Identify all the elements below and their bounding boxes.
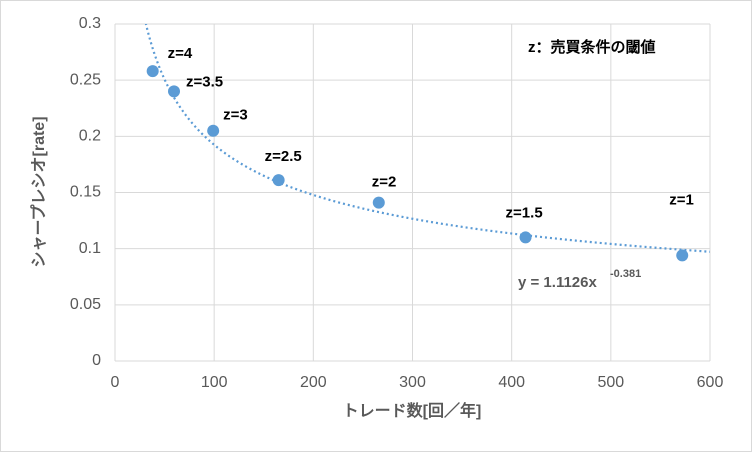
point (272, 174, 285, 187)
y-axis-label: シャープレシオ[rate] (29, 116, 48, 267)
point (519, 231, 532, 244)
trendline (144, 24, 710, 253)
point (207, 124, 220, 137)
point-label: z=4 (168, 45, 193, 62)
x-axis-label: トレード数[回／年] (343, 401, 482, 420)
point (168, 85, 181, 98)
y-tick-label: 0.25 (70, 71, 101, 88)
annotation: z：売買条件の閾値 (528, 38, 656, 56)
point-label: z=2 (372, 174, 397, 191)
y-tick-label: 0.1 (79, 240, 101, 257)
y-tick-label: 0.2 (79, 128, 101, 145)
x-tick-label: 600 (697, 374, 724, 391)
y-tick-label: 0.05 (70, 296, 101, 313)
point-label: z=3.5 (186, 73, 223, 90)
point-label: z=3 (223, 107, 248, 124)
trendline-equation: y = 1.1126x (518, 274, 597, 291)
x-tick-label: 0 (111, 374, 120, 391)
x-tick-label: 200 (300, 374, 327, 391)
point-label: z=1.5 (506, 204, 543, 221)
point (676, 249, 689, 262)
x-tick-label: 100 (201, 374, 228, 391)
x-tick-label: 400 (498, 374, 525, 391)
x-tick-label: 500 (597, 374, 624, 391)
x-tick-label: 300 (399, 374, 426, 391)
trendline-exponent: -0.381 (610, 268, 641, 280)
y-tick-label: 0.15 (70, 184, 101, 201)
point-label: z=1 (669, 191, 694, 208)
y-tick-label: 0.3 (79, 15, 101, 32)
y-tick-label: 0 (92, 352, 101, 369)
point-label: z=2.5 (265, 148, 302, 165)
point (146, 65, 159, 78)
point (372, 196, 385, 209)
